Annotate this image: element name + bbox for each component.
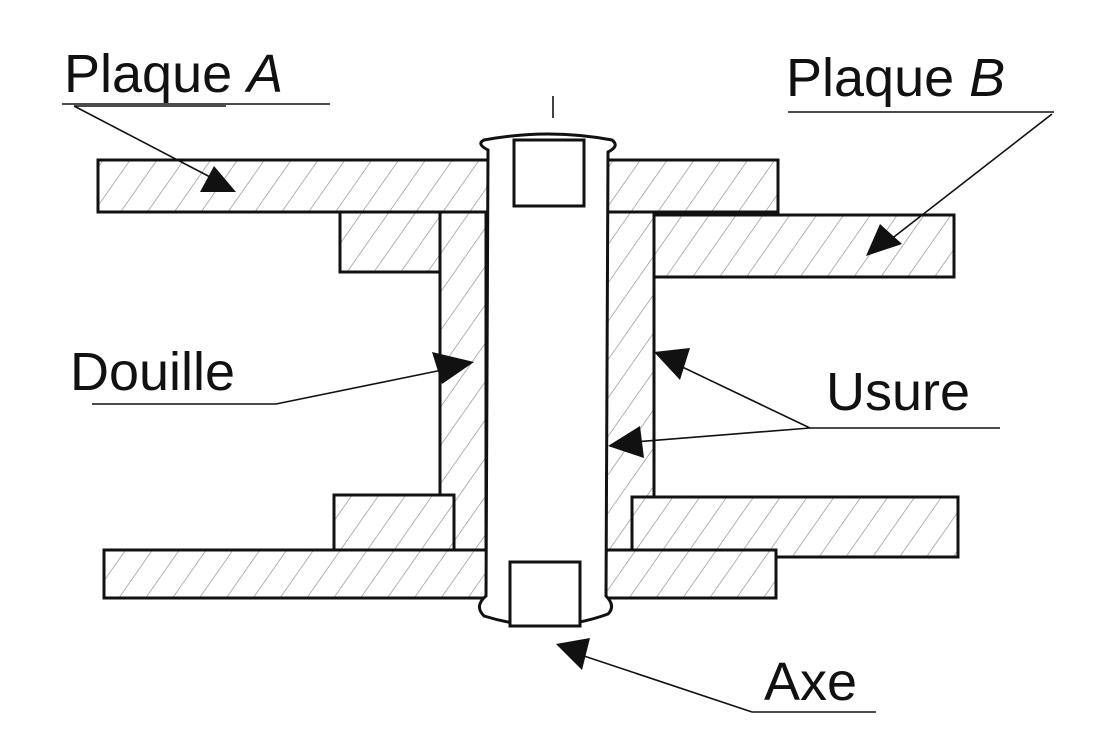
axe-top-head-block [512,138,586,208]
arrowhead-usure-inner [608,426,644,458]
leader-douille [275,367,453,405]
label-plaque-a-word: Plaque [64,44,232,104]
label-plaque-a: Plaque A [64,44,283,104]
spacer-block-bottom-left [332,493,456,555]
label-usure: Usure [826,362,970,422]
plaque-a-bottom [102,548,778,600]
leader-plaque-a [73,105,213,179]
plaque-b-top [630,213,956,279]
arrowhead-douille [432,352,474,384]
label-plaque-b-word: Plaque [786,48,954,108]
label-plaque-b-letter: B [969,48,1005,108]
arrowhead-usure-outer [654,348,690,380]
leader-plaque-b [889,113,1053,241]
label-plaque-b: Plaque B [786,48,1005,108]
arrowhead-plaque-b [866,224,902,256]
leader-axe [577,653,753,713]
leader-usure-outer [675,363,811,429]
axe-bottom-head-block [508,560,582,628]
leader-usure-inner [633,427,811,443]
axe-pin [478,132,617,627]
plaque-a-top [96,158,780,214]
arrowhead-axe [556,638,590,670]
label-douille: Douille [70,342,235,402]
arrowhead-plaque-a [200,166,236,192]
label-plaque-a-letter: A [244,44,283,104]
label-axe: Axe [764,652,857,712]
plaque-b-bottom [630,495,960,559]
